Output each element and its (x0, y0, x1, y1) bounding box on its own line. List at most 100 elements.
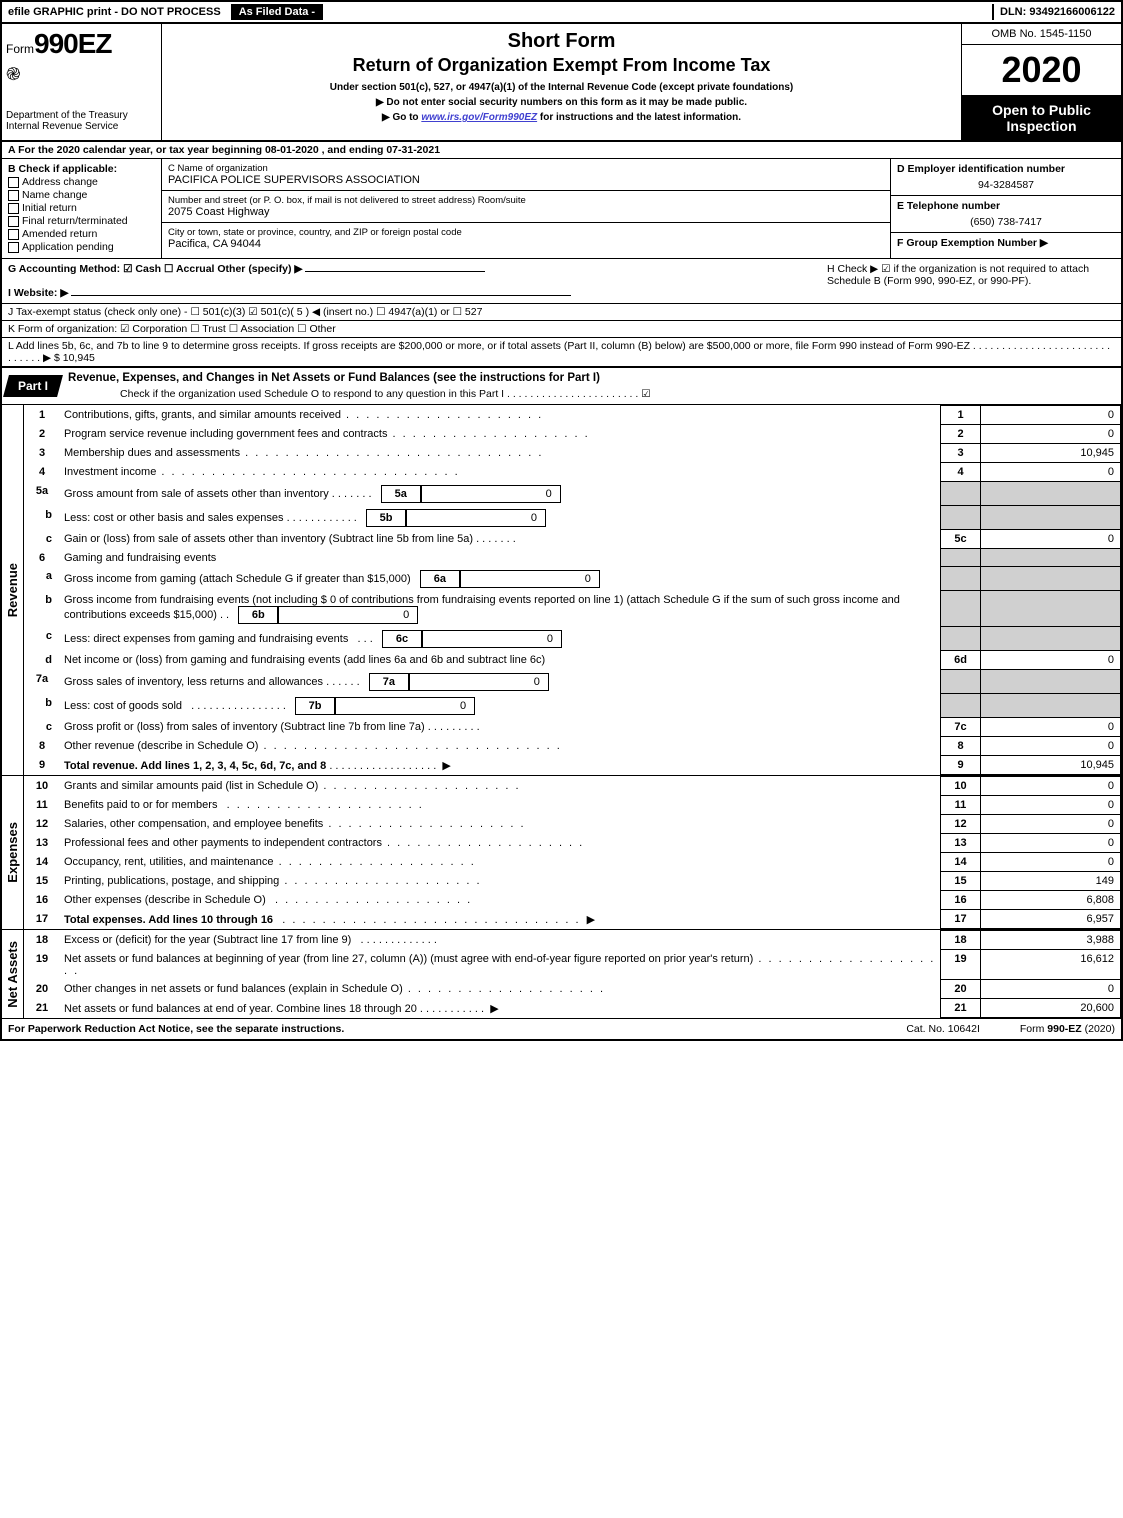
paperwork-notice: For Paperwork Reduction Act Notice, see … (8, 1023, 866, 1035)
line-10: 10Grants and similar amounts paid (list … (24, 777, 1121, 796)
dln-number: DLN: 93492166006122 (992, 4, 1121, 20)
row-a-tax-year: A For the 2020 calendar year, or tax yea… (2, 142, 1121, 159)
net-assets-side-label: Net Assets (2, 930, 24, 1018)
form-page: efile GRAPHIC print - DO NOT PROCESS As … (0, 0, 1123, 1041)
irs-link[interactable]: www.irs.gov/Form990EZ (421, 112, 537, 123)
part-1-tab: Part I (3, 375, 63, 397)
org-name-cell: C Name of organization PACIFICA POLICE S… (162, 159, 890, 191)
cb-application-pending[interactable]: Application pending (8, 241, 155, 253)
line-21: 21Net assets or fund balances at end of … (24, 999, 1121, 1018)
cb-initial-return[interactable]: Initial return (8, 202, 155, 214)
form-title: Return of Organization Exempt From Incom… (172, 55, 951, 76)
form-subtitle: Under section 501(c), 527, or 4947(a)(1)… (172, 82, 951, 93)
tax-year: 2020 (962, 45, 1121, 96)
irs-eagle-icon: ֎ (6, 62, 157, 86)
line-15: 15Printing, publications, postage, and s… (24, 872, 1121, 891)
g-text: G Accounting Method: ☑ Cash ☐ Accrual Ot… (8, 263, 303, 275)
efile-notice: efile GRAPHIC print - DO NOT PROCESS (2, 4, 227, 20)
line-7a: 7aGross sales of inventory, less returns… (24, 670, 1121, 694)
b-title: B Check if applicable: (8, 163, 155, 175)
group-exemption-cell: F Group Exemption Number ▶ (891, 233, 1121, 258)
org-name-label: C Name of organization (168, 163, 884, 174)
net-assets-table: 18Excess or (deficit) for the year (Subt… (24, 930, 1121, 1018)
revenue-lines: 1Contributions, gifts, grants, and simil… (24, 405, 1121, 775)
cb-final-return[interactable]: Final return/terminated (8, 215, 155, 227)
revenue-table: 1Contributions, gifts, grants, and simil… (24, 405, 1121, 775)
line-16: 16Other expenses (describe in Schedule O… (24, 891, 1121, 910)
group-exemption-label: F Group Exemption Number ▶ (897, 237, 1115, 249)
expenses-block: Expenses 10Grants and similar amounts pa… (2, 776, 1121, 930)
instructions-link-row: ▶ Go to www.irs.gov/Form990EZ for instru… (172, 112, 951, 123)
expenses-table: 10Grants and similar amounts paid (list … (24, 776, 1121, 929)
org-name-value: PACIFICA POLICE SUPERVISORS ASSOCIATION (168, 174, 884, 186)
goto-suffix: for instructions and the latest informat… (537, 112, 741, 123)
ssn-warning: Do not enter social security numbers on … (172, 97, 951, 108)
cb-amended-return[interactable]: Amended return (8, 228, 155, 240)
page-footer: For Paperwork Reduction Act Notice, see … (2, 1018, 1121, 1039)
line-14: 14Occupancy, rent, utilities, and mainte… (24, 853, 1121, 872)
line-9: 9Total revenue. Add lines 1, 2, 3, 4, 5c… (24, 756, 1121, 775)
line-5c: cGain or (loss) from sale of assets othe… (24, 530, 1121, 549)
line-7b: bLess: cost of goods sold . . . . . . . … (24, 694, 1121, 718)
line-8: 8Other revenue (describe in Schedule O)8… (24, 737, 1121, 756)
part-1-header: Part I Revenue, Expenses, and Changes in… (2, 366, 1121, 405)
tel-value: (650) 738-7417 (897, 216, 1115, 228)
tel-label: E Telephone number (897, 200, 1115, 212)
column-d-e-f: D Employer identification number 94-3284… (891, 159, 1121, 258)
cat-number: Cat. No. 10642I (866, 1023, 1020, 1035)
top-bar: efile GRAPHIC print - DO NOT PROCESS As … (2, 2, 1121, 24)
short-form-title: Short Form (172, 30, 951, 53)
org-street-cell: Number and street (or P. O. box, if mail… (162, 191, 890, 223)
form-number-block: Form990EZ (6, 28, 157, 60)
form-prefix: Form (6, 42, 34, 56)
line-6c: cLess: direct expenses from gaming and f… (24, 627, 1121, 651)
line-20: 20Other changes in net assets or fund ba… (24, 980, 1121, 999)
website-input[interactable] (71, 295, 571, 296)
part-1-title: Revenue, Expenses, and Changes in Net As… (60, 368, 1121, 388)
line-4: 4Investment income40 (24, 463, 1121, 482)
line-6d: dNet income or (loss) from gaming and fu… (24, 651, 1121, 670)
line-3: 3Membership dues and assessments310,945 (24, 444, 1121, 463)
line-2: 2Program service revenue including gover… (24, 425, 1121, 444)
line-18: 18Excess or (deficit) for the year (Subt… (24, 931, 1121, 950)
column-c-org-info: C Name of organization PACIFICA POLICE S… (162, 159, 891, 258)
org-city-label: City or town, state or province, country… (168, 227, 884, 238)
line-5b: bLess: cost or other basis and sales exp… (24, 506, 1121, 530)
department-label: Department of the Treasury Internal Reve… (6, 110, 157, 132)
ein-value: 94-3284587 (897, 179, 1115, 191)
form-number: 990EZ (34, 28, 112, 59)
line-6a: aGross income from gaming (attach Schedu… (24, 567, 1121, 591)
org-street-value: 2075 Coast Highway (168, 206, 884, 218)
line-11: 11Benefits paid to or for members 110 (24, 796, 1121, 815)
line-1: 1Contributions, gifts, grants, and simil… (24, 406, 1121, 425)
line-6b: bGross income from fundraising events (n… (24, 591, 1121, 627)
expenses-side-label: Expenses (2, 776, 24, 929)
part-1-note: Check if the organization used Schedule … (60, 388, 1121, 404)
net-assets-block: Net Assets 18Excess or (deficit) for the… (2, 930, 1121, 1018)
ein-cell: D Employer identification number 94-3284… (891, 159, 1121, 196)
header-middle: Short Form Return of Organization Exempt… (162, 24, 961, 140)
cb-name-change[interactable]: Name change (8, 189, 155, 201)
line-19: 19Net assets or fund balances at beginni… (24, 950, 1121, 980)
cb-address-change[interactable]: Address change (8, 176, 155, 188)
line-12: 12Salaries, other compensation, and empl… (24, 815, 1121, 834)
form-header: Form990EZ ֎ Department of the Treasury I… (2, 24, 1121, 142)
org-city-value: Pacifica, CA 94044 (168, 238, 884, 250)
row-g-h: G Accounting Method: ☑ Cash ☐ Accrual Ot… (2, 259, 1121, 304)
expenses-lines: 10Grants and similar amounts paid (list … (24, 776, 1121, 929)
line-6: 6Gaming and fundraising events (24, 549, 1121, 567)
revenue-side-label: Revenue (2, 405, 24, 775)
header-right: OMB No. 1545-1150 2020 Open to Public In… (961, 24, 1121, 140)
form-footer-id: Form 990-EZ (2020) (1020, 1023, 1115, 1035)
open-public-badge: Open to Public Inspection (962, 96, 1121, 140)
section-b-through-f: B Check if applicable: Address change Na… (2, 159, 1121, 259)
row-l: L Add lines 5b, 6c, and 7b to line 9 to … (2, 338, 1121, 366)
i-website: I Website: ▶ (8, 287, 815, 299)
ein-label: D Employer identification number (897, 163, 1115, 175)
h-check: H Check ▶ ☑ if the organization is not r… (821, 259, 1121, 303)
tel-cell: E Telephone number (650) 738-7417 (891, 196, 1121, 233)
line-13: 13Professional fees and other payments t… (24, 834, 1121, 853)
g-other-input[interactable] (305, 271, 485, 272)
row-k: K Form of organization: ☑ Corporation ☐ … (2, 321, 1121, 338)
goto-prefix: Go to (392, 112, 421, 123)
